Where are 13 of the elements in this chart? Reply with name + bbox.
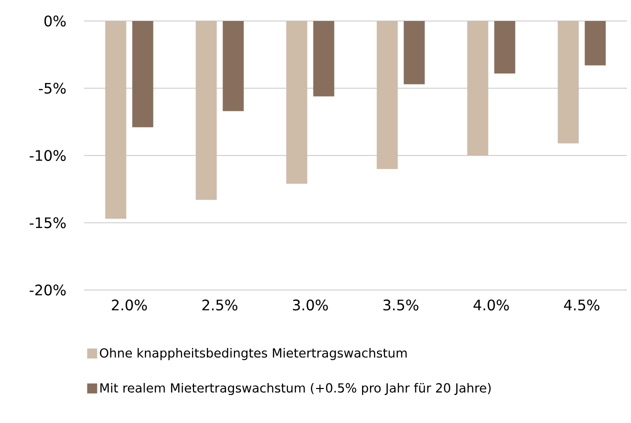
x-tick-label: 4.0%	[474, 300, 509, 310]
legend-label: Mit realem Mietertragswachstum (+0.5% pro Jahr für 20 Jahre)	[100, 382, 491, 396]
x-tick-label: 2.5%	[202, 300, 238, 310]
x-tick-label: 3.5%	[383, 300, 418, 310]
y-tick-label: -20%	[30, 284, 66, 296]
y-tick-label: -15%	[30, 217, 66, 228]
x-tick-label: 4.5%	[564, 300, 600, 310]
y-tick-label: -5%	[38, 82, 66, 94]
x-tick-label: 2.0%	[112, 300, 147, 310]
legend-label: Ohne knappheitsbedingtes Mietertragswachstum	[100, 348, 407, 360]
y-tick-label: 0%	[44, 16, 66, 26]
x-tick-label: 3.0%	[292, 300, 328, 310]
y-tick-label: -10%	[30, 150, 66, 161]
